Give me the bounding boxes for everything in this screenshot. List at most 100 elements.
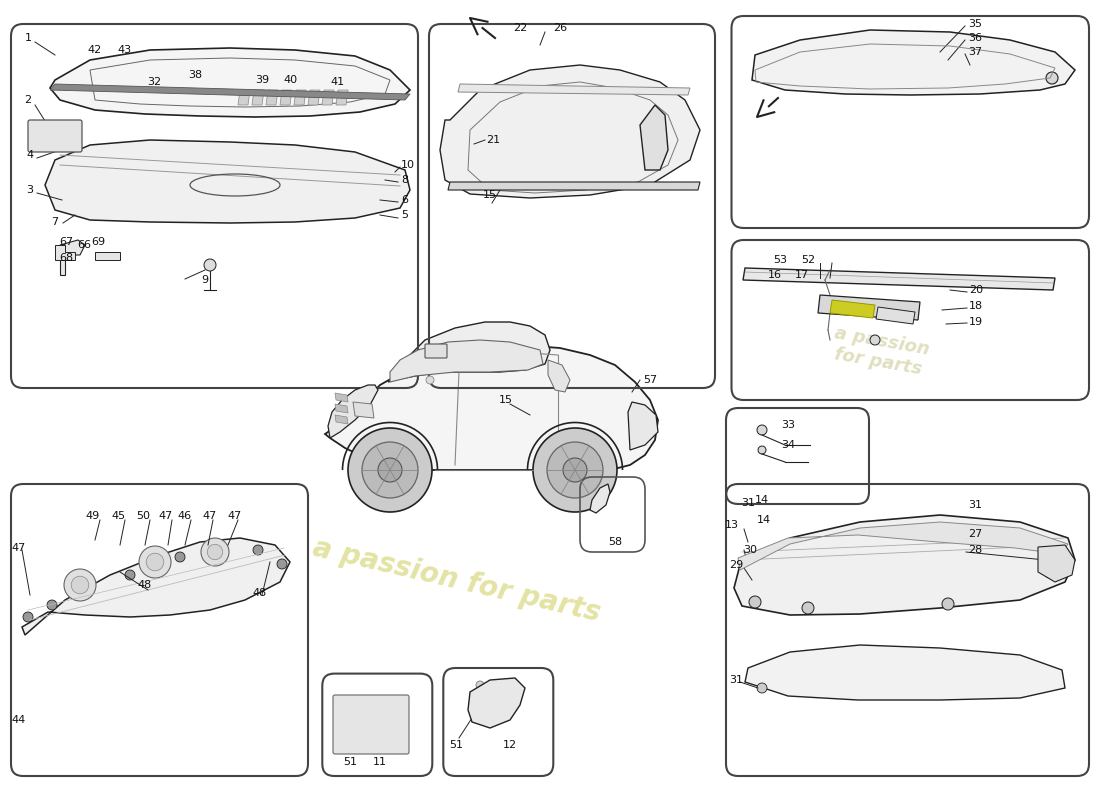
Text: 26: 26 [553, 23, 568, 33]
Polygon shape [640, 105, 668, 170]
Text: 14: 14 [757, 515, 771, 525]
Circle shape [534, 428, 617, 512]
Circle shape [563, 458, 587, 482]
Text: 7: 7 [52, 217, 58, 227]
Polygon shape [458, 84, 690, 95]
Polygon shape [336, 90, 348, 105]
Circle shape [201, 538, 229, 566]
Text: 29: 29 [729, 560, 744, 570]
Text: 19: 19 [969, 317, 983, 327]
Text: 10: 10 [402, 160, 415, 170]
Text: 31: 31 [729, 675, 743, 685]
Text: 41: 41 [330, 77, 344, 87]
Polygon shape [388, 322, 550, 382]
Polygon shape [45, 140, 410, 223]
Circle shape [942, 598, 954, 610]
Circle shape [253, 545, 263, 555]
Circle shape [802, 602, 814, 614]
Text: 52: 52 [801, 255, 815, 265]
Text: 50: 50 [136, 511, 150, 521]
Circle shape [870, 335, 880, 345]
Circle shape [547, 442, 603, 498]
Text: 15: 15 [499, 395, 513, 405]
Text: 14: 14 [755, 495, 769, 505]
Text: 69: 69 [91, 237, 106, 247]
FancyBboxPatch shape [425, 344, 447, 358]
Circle shape [207, 544, 222, 560]
Text: 43: 43 [118, 45, 132, 55]
Text: 8: 8 [402, 175, 408, 185]
Polygon shape [95, 252, 120, 260]
Polygon shape [266, 90, 278, 105]
Circle shape [204, 259, 216, 271]
Text: 47: 47 [202, 511, 217, 521]
Circle shape [64, 569, 96, 601]
Text: 46: 46 [178, 511, 192, 521]
Polygon shape [742, 268, 1055, 290]
Text: a passion for parts: a passion for parts [310, 534, 603, 626]
Circle shape [362, 442, 418, 498]
Circle shape [749, 596, 761, 608]
Circle shape [476, 681, 484, 689]
Text: 4: 4 [26, 150, 34, 160]
Text: 39: 39 [255, 75, 270, 85]
Polygon shape [22, 538, 290, 635]
Circle shape [348, 428, 432, 512]
Circle shape [47, 600, 57, 610]
Circle shape [175, 552, 185, 562]
Text: 1: 1 [24, 33, 32, 43]
Text: 2: 2 [24, 95, 32, 105]
Text: 67: 67 [59, 237, 73, 247]
Text: 18: 18 [969, 301, 983, 311]
Text: 51: 51 [449, 740, 463, 750]
Polygon shape [548, 360, 570, 392]
Text: 34: 34 [781, 440, 795, 450]
Polygon shape [876, 307, 915, 324]
Text: 57: 57 [642, 375, 657, 385]
Text: 11: 11 [373, 757, 387, 767]
Text: 15: 15 [483, 190, 497, 200]
Polygon shape [448, 182, 700, 190]
Text: 48: 48 [138, 580, 152, 590]
Text: 6: 6 [402, 195, 408, 205]
Polygon shape [628, 402, 658, 450]
Text: 32: 32 [147, 77, 161, 87]
Polygon shape [745, 645, 1065, 700]
Text: 22: 22 [513, 23, 527, 33]
Text: 48: 48 [253, 588, 267, 598]
Text: 31: 31 [741, 498, 755, 508]
Polygon shape [336, 393, 348, 402]
Text: 53: 53 [773, 255, 786, 265]
Text: 36: 36 [968, 33, 982, 43]
Text: 31: 31 [968, 500, 982, 510]
Circle shape [277, 559, 287, 569]
Text: 33: 33 [781, 420, 795, 430]
Text: 51: 51 [343, 757, 358, 767]
Text: 20: 20 [969, 285, 983, 295]
Text: 3: 3 [26, 185, 33, 195]
Circle shape [139, 546, 170, 578]
Polygon shape [752, 30, 1075, 95]
Polygon shape [280, 90, 292, 105]
Text: 45: 45 [111, 511, 125, 521]
Circle shape [758, 446, 766, 454]
Circle shape [125, 570, 135, 580]
Text: 38: 38 [188, 70, 202, 80]
FancyBboxPatch shape [333, 695, 409, 754]
Text: 12: 12 [503, 740, 517, 750]
Text: 44: 44 [12, 715, 26, 725]
Text: 49: 49 [86, 511, 100, 521]
Text: 40: 40 [283, 75, 297, 85]
Polygon shape [55, 245, 75, 260]
Text: 68: 68 [59, 253, 73, 263]
Circle shape [1044, 566, 1056, 578]
Polygon shape [818, 295, 920, 320]
Polygon shape [294, 90, 306, 105]
Polygon shape [390, 340, 543, 382]
Polygon shape [738, 522, 1068, 570]
Polygon shape [60, 240, 85, 255]
Polygon shape [60, 255, 65, 275]
Polygon shape [468, 678, 525, 728]
Polygon shape [830, 300, 874, 318]
Text: 9: 9 [201, 275, 209, 285]
